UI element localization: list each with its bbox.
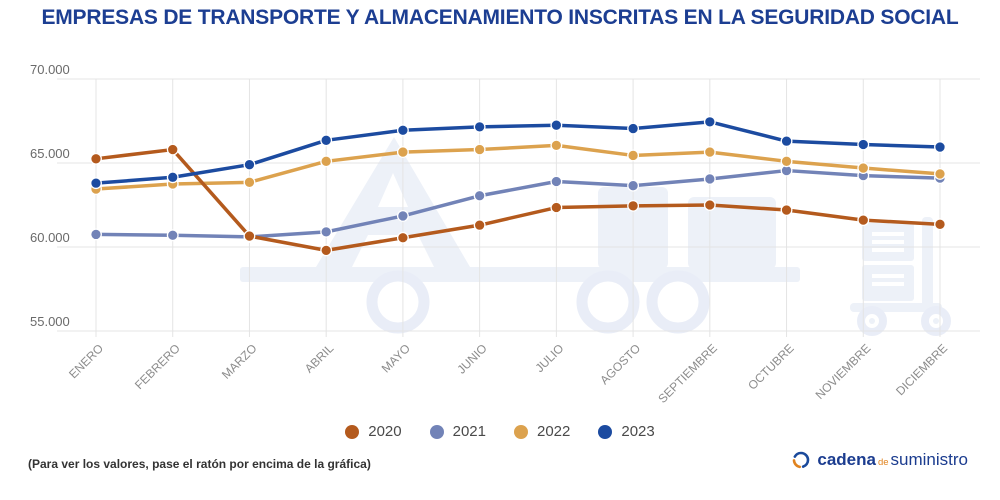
x-tick-label: DICIEMBRE [893,341,950,398]
point-2020-FEBRERO[interactable]: 2020 · FEBRERO: 65.800 [166,143,179,156]
point-2020-MAYO[interactable]: 2020 · MAYO: 60.550 [396,231,409,244]
hover-hint-note: (Para ver los valores, pase el ratón por… [28,457,371,471]
legend-item-2023[interactable]: 2023 [598,423,655,440]
line-2022[interactable] [94,143,942,191]
point-2023-FEBRERO[interactable]: 2023 · FEBRERO: 64.150 [166,171,179,184]
point-2023-MARZO[interactable]: 2023 · MARZO: 64.900 [243,158,256,171]
logo-circular-arrows-icon [793,451,810,469]
point-2022-JUNIO[interactable]: 2022 · JUNIO: 65.800 [473,143,486,156]
legend-item-2020[interactable]: 2020 [345,423,402,440]
line-2023[interactable] [94,120,942,185]
x-tick-label: SEPTIEMBRE [655,341,720,405]
point-2022-ABRIL[interactable]: 2022 · ABRIL: 65.100 [320,155,333,168]
watermark-logistics-graphic [240,137,951,336]
point-2020-JULIO[interactable]: 2020 · JULIO: 62.350 [550,201,563,214]
legend-dot-2021 [429,424,444,439]
point-2023-ENERO[interactable]: 2023 · ENERO: 63.800 [90,177,102,190]
point-2023-DICIEMBRE[interactable]: 2023 · DICIEMBRE: 65.950 [934,141,946,153]
x-tick-label: JULIO [533,341,567,375]
point-2022-AGOSTO[interactable]: 2022 · AGOSTO: 65.450 [627,149,640,162]
point-2020-MARZO[interactable]: 2020 · MARZO: 60.650 [243,230,256,243]
point-2021-ENERO[interactable]: 2021 · ENERO: 60.750 [90,228,102,241]
point-2020-AGOSTO[interactable]: 2020 · AGOSTO: 62.450 [627,199,640,212]
point-2023-JULIO[interactable]: 2023 · JULIO: 67.250 [550,119,563,132]
x-tick-label: NOVIEMBRE [813,341,874,402]
point-2021-MAYO[interactable]: 2021 · MAYO: 61.850 [396,209,409,222]
point-2023-ABRIL[interactable]: 2023 · ABRIL: 66.350 [320,134,333,147]
point-2022-NOVIEMBRE[interactable]: 2022 · NOVIEMBRE: 64.700 [857,162,870,174]
point-2020-JUNIO[interactable]: 2020 · JUNIO: 61.300 [473,219,486,232]
chart-area: 70.000 65.000 60.000 55.000 ENERO FEBRERO MARZ… [0,55,1000,405]
x-tick-label: ENERO [66,341,106,381]
point-2020-DICIEMBRE[interactable]: 2020 · DICIEMBRE: 61.350 [934,218,946,231]
legend-item-2022[interactable]: 2022 [514,423,570,440]
legend-label-2020: 2020 [368,423,402,440]
chart-gridlines [57,78,980,337]
legend-item-2021[interactable]: 2021 [429,423,486,440]
point-2020-SEPTIEMBRE[interactable]: 2020 · SEPTIEMBRE: 62.500 [703,199,716,211]
point-2022-JULIO[interactable]: 2022 · JULIO: 66.050 [550,139,563,152]
line-2020[interactable] [94,147,942,253]
x-tick-label: OCTUBRE [745,341,796,392]
y-tick-label: 60.000 [30,230,70,245]
logo-word-de: de [877,457,889,468]
point-2020-NOVIEMBRE[interactable]: 2020 · NOVIEMBRE: 61.600 [857,214,870,227]
cadena-de-suministro-logo[interactable]: cadena de suministro [791,450,968,470]
x-tick-label: AGOSTO [597,341,643,387]
point-2021-JULIO[interactable]: 2021 · JULIO: 63.900 [550,175,563,188]
point-2023-SEPTIEMBRE[interactable]: 2023 · SEPTIEMBRE: 67.450 [703,115,716,128]
chart-series[interactable]: 2021 · ENERO: 60.750 2021 · FEBRERO: 60.7… [90,115,946,257]
legend-dot-2022 [514,424,528,439]
x-tick-label: ABRIL [302,341,337,376]
logo-word-suministro: suministro [890,450,968,469]
point-2022-DICIEMBRE[interactable]: 2022 · DICIEMBRE: 64.350 [934,167,946,180]
point-2021-FEBRERO[interactable]: 2021 · FEBRERO: 60.700 [166,229,179,242]
point-2020-ABRIL[interactable]: 2020 · ABRIL: 59.800 [320,244,333,257]
chart-legend: 2020 2021 2022 2023 [0,423,1000,440]
point-2021-AGOSTO[interactable]: 2021 · AGOSTO: 63.650 [627,179,640,192]
point-2022-OCTUBRE[interactable]: 2022 · OCTUBRE: 65.100 [780,155,793,168]
point-2022-MARZO[interactable]: 2022 · MARZO: 63.850 [243,176,256,189]
legend-label-2022: 2022 [537,423,571,440]
logo-word-cadena: cadena [817,450,876,469]
point-2022-SEPTIEMBRE[interactable]: 2022 · SEPTIEMBRE: 65.650 [703,146,716,159]
y-tick-label: 55.000 [30,314,70,329]
legend-label-2021: 2021 [452,423,486,440]
x-tick-label: JUNIO [454,341,489,376]
y-tick-label: 65.000 [30,146,70,161]
point-2023-OCTUBRE[interactable]: 2023 · OCTUBRE: 66.300 [780,135,793,148]
y-tick-label: 70.000 [30,62,70,77]
x-tick-label: MARZO [219,341,260,382]
legend-dot-2023 [598,424,613,439]
x-tick-label: MAYO [379,341,413,375]
point-2023-JUNIO[interactable]: 2023 · JUNIO: 67.150 [473,120,486,133]
point-2020-ENERO[interactable]: 2020 · ENERO: 65.250 [90,152,102,165]
point-2023-MAYO[interactable]: 2023 · MAYO: 66.950 [396,124,409,137]
point-2021-ABRIL[interactable]: 2021 · ABRIL: 60.900 [320,225,333,238]
legend-dot-2020 [345,424,360,439]
point-2023-NOVIEMBRE[interactable]: 2023 · NOVIEMBRE: 66.100 [857,138,870,151]
point-2021-JUNIO[interactable]: 2021 · JUNIO: 63.050 [473,189,486,202]
line-chart[interactable]: 70.000 65.000 60.000 55.000 ENERO FEBRERO MARZ… [0,55,1000,405]
point-2023-AGOSTO[interactable]: 2023 · AGOSTO: 67.050 [627,122,640,135]
line-2021[interactable] [94,168,942,239]
point-2020-OCTUBRE[interactable]: 2020 · OCTUBRE: 62.200 [780,204,793,216]
watermark-cart [850,217,951,336]
point-2021-SEPTIEMBRE[interactable]: 2021 · SEPTIEMBRE: 64.050 [703,173,716,185]
point-2022-MAYO[interactable]: 2022 · MAYO: 65.650 [396,146,409,159]
x-tick-label: FEBRERO [132,341,183,392]
page-title: EMPRESAS DE TRANSPORTE Y ALMACENAMIENTO … [41,6,959,29]
legend-label-2023: 2023 [621,423,655,440]
